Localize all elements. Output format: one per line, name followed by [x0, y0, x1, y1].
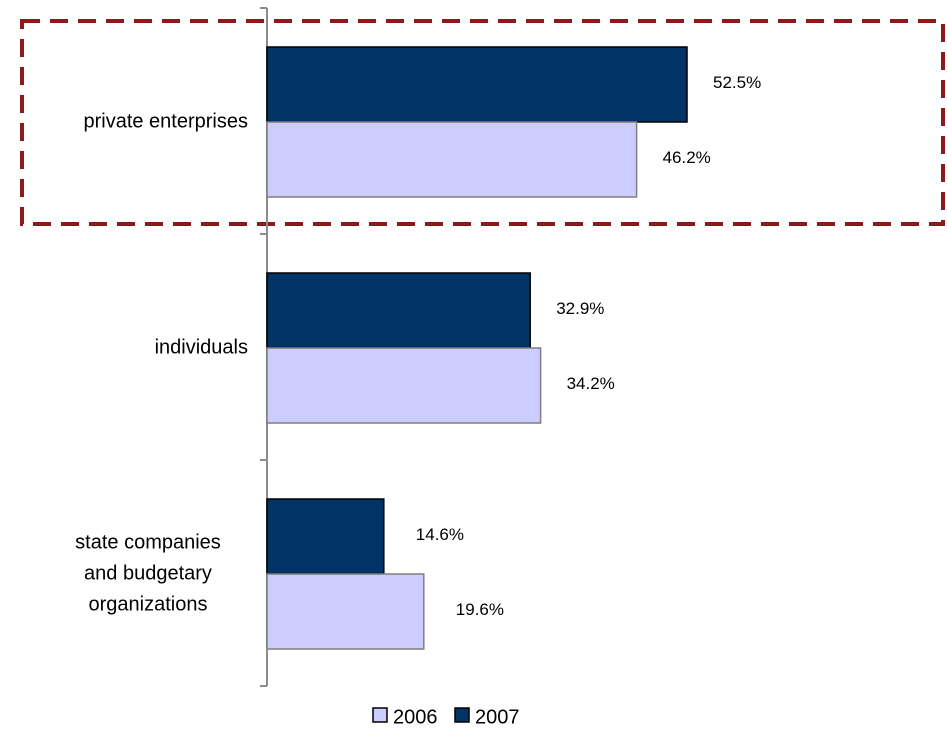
- highlight-box: [20, 19, 945, 226]
- legend-label-2006: 2006: [393, 706, 438, 728]
- bar-2006-private-enterprises: [266, 121, 638, 198]
- labels: 52.5% 46.2% private enterprises 32.9% 34.2% i…: [75, 73, 761, 619]
- bar-2006-state-companies-and-budgetary-organizations: [266, 573, 425, 650]
- category-label-state-companies-and-budgetary-organizations: state companies: [75, 531, 221, 553]
- legend-swatch-2006: [372, 707, 388, 723]
- bar-2007-individuals: [266, 272, 531, 349]
- bar-2007-private-enterprises: [266, 46, 688, 123]
- bar-2007-state-companies-and-budgetary-organizations: [266, 498, 385, 575]
- value-label-2006-individuals: 34.2%: [567, 374, 615, 393]
- category-label-private-enterprises: private enterprises: [83, 110, 248, 132]
- category-label-state-companies-and-budgetary-organizations: and budgetary: [84, 562, 212, 584]
- category-label-state-companies-and-budgetary-organizations: organizations: [89, 593, 208, 615]
- value-label-2007-state-companies-and-budgetary-organizations: 14.6%: [416, 525, 464, 544]
- value-label-2007-private-enterprises: 52.5%: [713, 73, 761, 92]
- legend-swatch-2007: [454, 707, 470, 723]
- highlight-box-layer: [20, 19, 945, 226]
- legend-label-2007: 2007: [475, 706, 520, 728]
- legend: 2006 2007: [372, 706, 520, 728]
- value-label-2006-private-enterprises: 46.2%: [663, 148, 711, 167]
- bars: [266, 46, 688, 650]
- value-label-2007-individuals: 32.9%: [556, 299, 604, 318]
- value-label-2006-state-companies-and-budgetary-organizations: 19.6%: [456, 600, 504, 619]
- category-axis: [260, 7, 268, 687]
- category-label-individuals: individuals: [155, 336, 248, 358]
- bar-2006-individuals: [266, 347, 542, 424]
